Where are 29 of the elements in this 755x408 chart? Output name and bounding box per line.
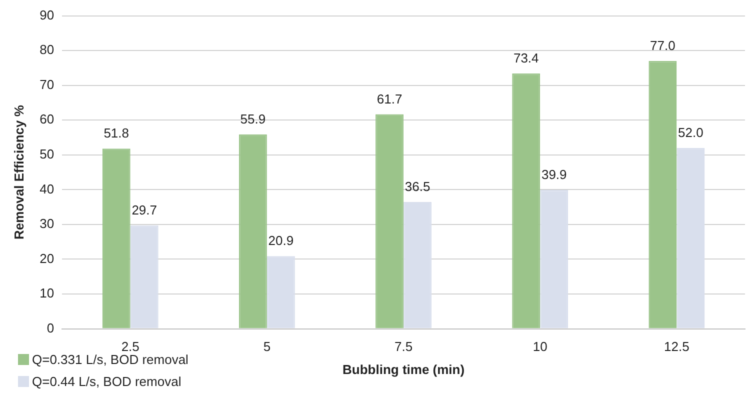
x-tick-label: 5 [263,339,271,354]
data-label: 51.8 [104,126,130,141]
y-tick-label: 90 [40,7,54,22]
data-label: 61.7 [376,91,402,106]
legend-label: Q=0.44 L/s, BOD removal [32,374,182,388]
data-label: 39.9 [541,167,567,182]
data-label: 29.7 [132,202,158,218]
y-tick-label: 20 [40,250,54,266]
y-tick-label: 30 [40,216,54,232]
data-label: 36.5 [404,178,430,194]
y-tick-label: 40 [40,181,54,196]
data-label: 73.4 [513,50,539,66]
data-label: 20.9 [268,233,294,248]
x-tick-label: 7.5 [394,339,413,354]
y-axis-title: Removal Efficiency % [11,104,26,240]
legend-label: Q=0.331 L/s, BOD removal [32,352,188,366]
y-tick-label: 70 [40,76,54,92]
x-tick-label: 12.5 [664,339,690,354]
y-tick-label: 80 [40,42,54,58]
data-label: 52.0 [678,125,704,140]
x-axis-title: Bubbling time (min) [342,362,465,377]
x-tick-label: 2.5 [121,339,140,354]
y-tick-label: 10 [40,286,54,301]
y-tick-label: 0 [46,320,54,336]
data-label: 55.9 [240,111,266,126]
x-tick-label: 10 [532,339,548,354]
y-tick-label: 50 [40,146,54,162]
data-label: 77.0 [650,38,676,54]
y-tick-label: 60 [40,112,54,127]
